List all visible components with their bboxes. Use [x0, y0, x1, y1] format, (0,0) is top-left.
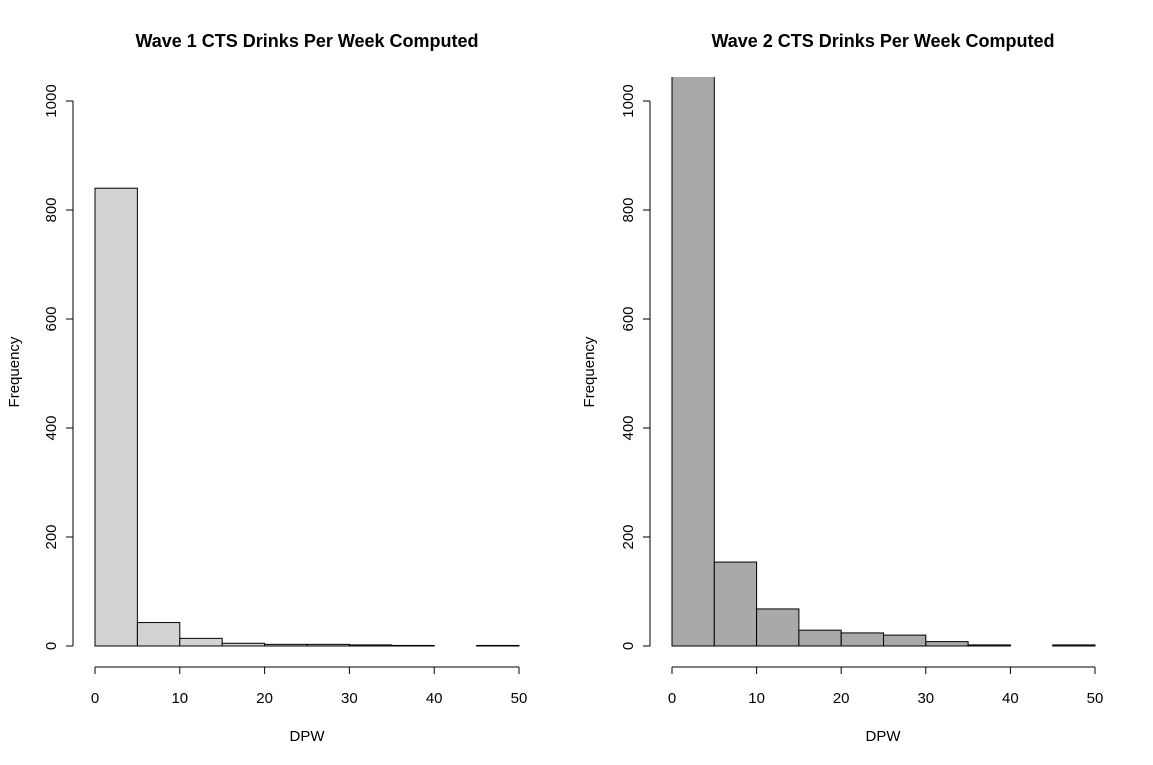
histogram-bar: [391, 644, 435, 647]
y-tick-label: 0: [620, 642, 637, 650]
y-tick-label: 600: [43, 306, 60, 331]
x-tick-label: 30: [341, 690, 358, 707]
histogram-bar: [476, 644, 520, 647]
x-tick-label: 50: [1087, 690, 1104, 707]
y-tick-label: 400: [620, 415, 637, 440]
y-axis-label: Frequency: [6, 336, 23, 407]
y-tick-label: 200: [43, 524, 60, 549]
histogram-bar: [883, 634, 927, 647]
histogram-bars: [94, 187, 520, 647]
chart-title: Wave 1 CTS Drinks Per Week Computed: [135, 31, 478, 51]
x-axis-label: DPW: [290, 728, 326, 745]
x-tick-label: 30: [917, 690, 934, 707]
y-tick-label: 400: [43, 415, 60, 440]
chart-title: Wave 2 CTS Drinks Per Week Computed: [711, 31, 1054, 51]
x-tick-label: 40: [426, 690, 443, 707]
histogram-bar: [756, 608, 800, 647]
y-tick-label: 1000: [43, 84, 60, 117]
histogram-bar: [221, 642, 266, 647]
histogram-bar: [925, 641, 969, 647]
y-axis-label: Frequency: [581, 336, 598, 407]
histogram-panel-wave-2: Wave 2 CTS Drinks Per Week Computed DPW …: [581, 31, 1103, 745]
x-tick-label: 40: [1002, 690, 1019, 707]
x-axis-label: DPW: [866, 728, 902, 745]
histogram-bar: [1052, 644, 1096, 647]
histogram-panel-wave-1: Wave 1 CTS Drinks Per Week Computed DPW …: [6, 31, 527, 745]
histogram-bar: [713, 561, 758, 647]
histogram-bar: [136, 622, 181, 647]
y-tick-label: 200: [620, 524, 637, 549]
histogram-bar: [840, 632, 885, 647]
y-tick-label: 600: [620, 306, 637, 331]
x-tick-label: 50: [511, 690, 528, 707]
histogram-bars: [671, 77, 1096, 647]
histogram-bar: [348, 644, 393, 647]
x-tick-label: 20: [256, 690, 273, 707]
x-tick-label: 10: [748, 690, 765, 707]
histogram-bar: [179, 637, 223, 647]
histogram-bar: [798, 629, 842, 647]
y-tick-label: 0: [43, 642, 60, 650]
x-tick-label: 10: [171, 690, 188, 707]
y-tick-label: 1000: [620, 84, 637, 117]
histogram-bar: [967, 644, 1011, 647]
histogram-bar: [671, 77, 715, 647]
y-tick-label: 800: [43, 197, 60, 222]
y-tick-label: 800: [620, 197, 637, 222]
histogram-bar: [94, 187, 138, 647]
histogram-bar: [306, 643, 350, 647]
x-tick-label: 20: [833, 690, 850, 707]
x-tick-label: 0: [668, 690, 676, 707]
x-tick-label: 0: [91, 690, 99, 707]
histogram-bar: [264, 643, 308, 647]
